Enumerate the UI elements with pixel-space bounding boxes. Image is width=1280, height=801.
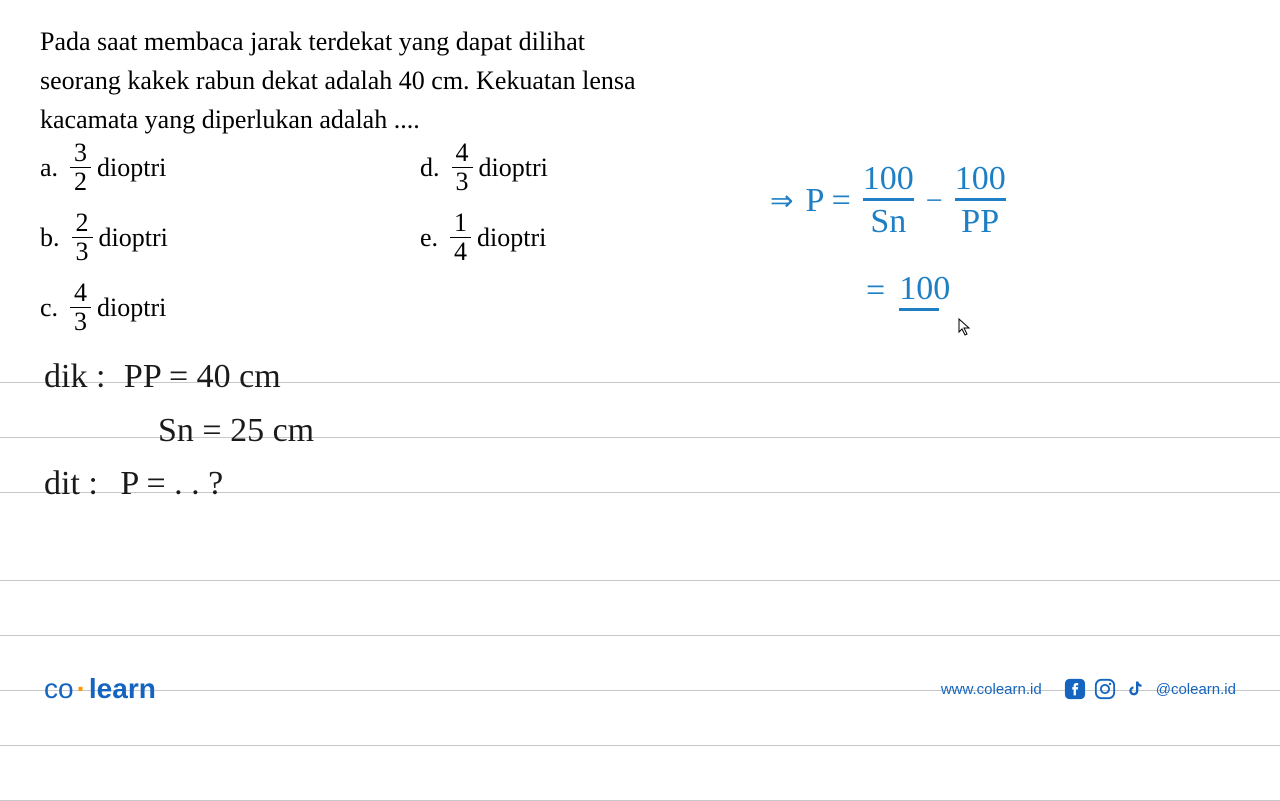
fraction: 2 3: [72, 210, 93, 265]
main-content: Pada saat membaca jarak terdekat yang da…: [0, 0, 1280, 139]
website-link[interactable]: www.colearn.id: [941, 681, 1042, 698]
option-letter: a.: [40, 153, 58, 183]
option-d: d. 4 3 dioptri: [420, 140, 548, 195]
social-handle[interactable]: @colearn.id: [1156, 681, 1236, 698]
facebook-icon[interactable]: [1064, 678, 1086, 700]
footer-right: www.colearn.id @colearn.id: [941, 678, 1236, 700]
ruled-line: [0, 745, 1280, 746]
question-line-3: kacamata yang diperlukan adalah ....: [40, 100, 1240, 139]
ruled-line: [0, 635, 1280, 636]
handwriting-formula-2: = 100: [866, 272, 950, 311]
ruled-lines-container: [0, 180, 1280, 720]
fraction: 3 2: [70, 140, 91, 195]
handwriting-dik: dik : PP = 40 cm: [44, 358, 281, 396]
question-text: Pada saat membaca jarak terdekat yang da…: [40, 22, 1240, 139]
option-b: b. 2 3 dioptri: [40, 210, 168, 265]
fraction: 1 4: [450, 210, 471, 265]
handwriting-formula-1: ⇒ P = 100 Sn − 100 PP: [770, 162, 1006, 239]
handwriting-dit: dit : P = . . ?: [44, 465, 223, 503]
option-letter: e.: [420, 223, 438, 253]
hw-fraction-2: 100 PP: [955, 162, 1006, 239]
option-a: a. 3 2 dioptri: [40, 140, 166, 195]
hw-fraction-3: 100: [899, 272, 950, 311]
option-c: c. 4 3 dioptri: [40, 280, 166, 335]
handwriting-sn: Sn = 25 cm: [158, 412, 314, 450]
option-letter: c.: [40, 293, 58, 323]
cursor-icon: [958, 318, 972, 336]
tiktok-icon[interactable]: [1124, 678, 1146, 700]
instagram-icon[interactable]: [1094, 678, 1116, 700]
footer: co·learn www.colearn.id @colearn.id: [0, 658, 1280, 720]
fraction: 4 3: [452, 140, 473, 195]
brand-logo: co·learn: [44, 673, 156, 705]
social-icons: @colearn.id: [1064, 678, 1236, 700]
option-e: e. 1 4 dioptri: [420, 210, 546, 265]
option-letter: d.: [420, 153, 440, 183]
question-line-1: Pada saat membaca jarak terdekat yang da…: [40, 22, 1240, 61]
fraction: 4 3: [70, 280, 91, 335]
ruled-line: [0, 580, 1280, 581]
question-line-2: seorang kakek rabun dekat adalah 40 cm. …: [40, 61, 1240, 100]
option-letter: b.: [40, 223, 60, 253]
hw-fraction-1: 100 Sn: [863, 162, 914, 239]
